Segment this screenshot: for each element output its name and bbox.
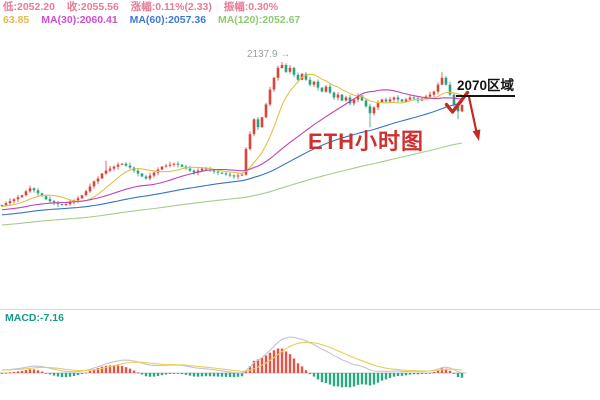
ma-fast-value: 63.85 <box>3 14 30 26</box>
macd-dea-line <box>2 341 463 372</box>
zone-price-label: 2070区域 <box>456 74 516 97</box>
ma-line-ma30 <box>1 89 463 211</box>
peak-price-label: 2137.9 → <box>247 49 291 60</box>
close-value: 收:2055.56 <box>66 1 119 13</box>
macd-dif-line <box>1 336 463 374</box>
ma30-value: MA(30):2060.41 <box>41 14 118 26</box>
chart-watermark-title: ETH小时图 <box>308 129 425 154</box>
ma-lines <box>1 73 463 226</box>
ma60-value: MA(60):2057.36 <box>129 14 207 26</box>
price-info-row: 低:2052.20 收:2055.56 涨幅:0.11%(2.33) 振幅:0.… <box>3 1 309 14</box>
ma120-value: MA(120):2052.67 <box>217 14 301 26</box>
indicator-header: 低:2052.20 收:2055.56 涨幅:0.11%(2.33) 振幅:0.… <box>3 1 309 27</box>
panel-divider <box>0 309 600 310</box>
down-arrow-shaft <box>467 96 478 132</box>
ma-line-ma60 <box>1 102 463 216</box>
bounce-stroke-annotation <box>444 90 470 114</box>
change-pct-value: 涨幅:0.11%(2.33) <box>130 1 212 13</box>
ma-info-row: 63.85 MA(30):2060.41 MA(60):2057.36 MA(1… <box>3 14 309 27</box>
macd-panel <box>0 336 467 388</box>
hand-drawn-annotations <box>444 90 481 141</box>
macd-value-label: MACD:-7.16 <box>5 312 64 324</box>
low-value: 低:2052.20 <box>3 1 55 13</box>
amplitude-value: 振幅:0.30% <box>223 1 279 13</box>
down-arrow-head <box>472 129 481 141</box>
ma-line-ma120 <box>1 142 463 226</box>
